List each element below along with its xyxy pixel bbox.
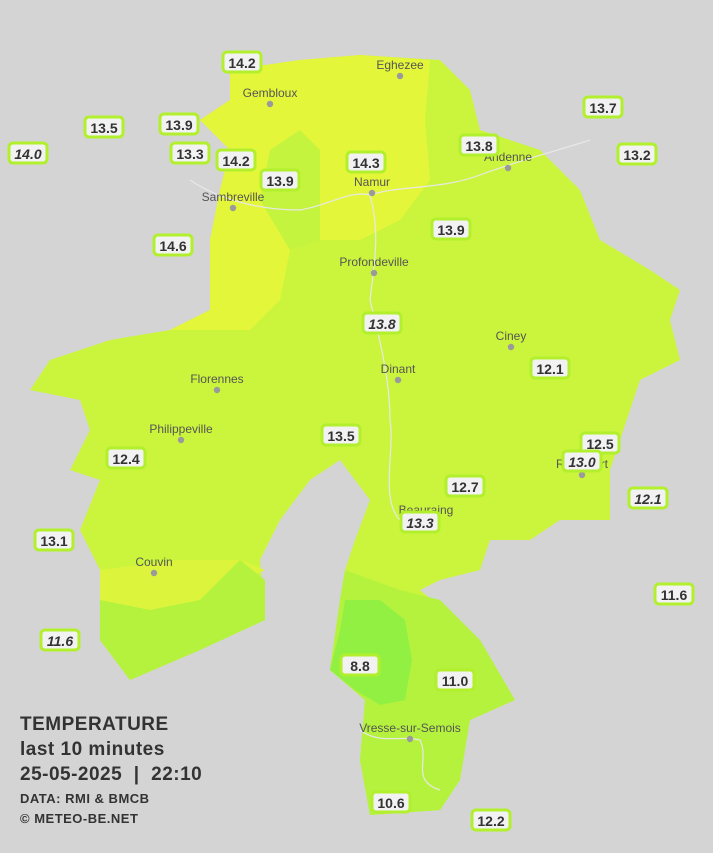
station-box bbox=[152, 233, 194, 257]
city-dot bbox=[213, 386, 221, 394]
city-dot bbox=[229, 204, 237, 212]
legend-copyright: © METEO-BE.NET bbox=[20, 811, 138, 826]
station-value: 11.6 bbox=[47, 633, 73, 649]
city-label: Florennes bbox=[190, 372, 243, 386]
city-label: Gembloux bbox=[243, 86, 298, 100]
city-label: Eghezee bbox=[376, 58, 424, 72]
cool-zone bbox=[100, 560, 265, 680]
station-box bbox=[105, 446, 147, 470]
station-value: 13.9 bbox=[266, 173, 293, 189]
station-box bbox=[444, 474, 486, 498]
station-box bbox=[458, 133, 500, 157]
station-box bbox=[39, 628, 81, 652]
station-value: 13.9 bbox=[165, 117, 192, 133]
station-box bbox=[399, 510, 441, 534]
city-label: Sambreville bbox=[202, 190, 265, 204]
station-value: 12.1 bbox=[536, 361, 563, 377]
river-sambre bbox=[369, 139, 591, 196]
station-value: 13.5 bbox=[327, 428, 354, 444]
city-label: Vresse-sur-Semois bbox=[359, 721, 461, 735]
legend-source: DATA: RMI & BMCB bbox=[20, 791, 150, 806]
station-value: 13.1 bbox=[40, 533, 67, 549]
station-value: 13.5 bbox=[90, 120, 117, 136]
station-value: 13.0 bbox=[568, 454, 595, 470]
station-value: 11.0 bbox=[442, 673, 469, 689]
station-value: 14.2 bbox=[222, 153, 249, 169]
legend-datetime: 25-05-2025 | 22:10 bbox=[20, 764, 202, 785]
city-dot bbox=[394, 376, 402, 384]
station-value: 11.6 bbox=[661, 587, 688, 603]
station-value: 8.8 bbox=[350, 658, 370, 674]
station-value: 12.5 bbox=[586, 436, 613, 452]
station-value: 14.6 bbox=[159, 238, 186, 254]
station-value: 14.2 bbox=[228, 55, 255, 71]
station-box bbox=[370, 790, 412, 814]
station-box bbox=[221, 50, 263, 74]
station-box bbox=[259, 168, 301, 192]
city-dot bbox=[507, 343, 515, 351]
city-dot bbox=[177, 436, 185, 444]
station-value: 13.3 bbox=[406, 515, 433, 531]
city-label: Profondeville bbox=[339, 255, 409, 269]
yellow-south-zone bbox=[100, 560, 265, 610]
station-value: 12.4 bbox=[112, 451, 139, 467]
station-value: 10.6 bbox=[377, 795, 404, 811]
station-value: 14.0 bbox=[14, 146, 41, 162]
city-dot bbox=[370, 269, 378, 277]
station-box bbox=[616, 142, 658, 166]
station-box bbox=[582, 95, 624, 119]
station-box bbox=[33, 528, 75, 552]
city-label: Dinant bbox=[381, 362, 416, 376]
station-value: 13.8 bbox=[465, 138, 492, 154]
city-label: Ciney bbox=[496, 329, 527, 343]
river-meuse bbox=[189, 179, 401, 521]
city-dot bbox=[578, 471, 586, 479]
station-value: 13.9 bbox=[437, 222, 464, 238]
station-value: 14.3 bbox=[352, 155, 379, 171]
station-box bbox=[653, 582, 695, 606]
station-value: 13.2 bbox=[623, 147, 650, 163]
station-box bbox=[7, 141, 49, 165]
city-dot bbox=[368, 189, 376, 197]
station-box bbox=[320, 423, 362, 447]
station-value: 12.1 bbox=[634, 491, 661, 507]
station-box bbox=[430, 217, 472, 241]
city-dot bbox=[150, 569, 158, 577]
station-box bbox=[361, 311, 403, 335]
city-dot bbox=[266, 100, 274, 108]
city-label: Couvin bbox=[135, 555, 172, 569]
city-dot bbox=[504, 164, 512, 172]
legend-period: last 10 minutes bbox=[20, 739, 165, 760]
station-box bbox=[169, 141, 211, 165]
city-dot bbox=[396, 72, 404, 80]
station-value: 13.8 bbox=[368, 316, 395, 332]
city-label: Namur bbox=[354, 175, 390, 189]
cold-zone bbox=[330, 600, 412, 705]
station-value: 12.2 bbox=[477, 813, 504, 829]
legend: TEMPERATURE last 10 minutes 25-05-2025 |… bbox=[20, 714, 202, 826]
station-box bbox=[158, 112, 200, 136]
warm-zone bbox=[170, 55, 430, 330]
station-box bbox=[529, 356, 571, 380]
city-label: Philippeville bbox=[149, 422, 213, 436]
station-box bbox=[434, 668, 476, 692]
city-dot bbox=[406, 735, 414, 743]
station-box bbox=[561, 449, 603, 473]
station-box bbox=[627, 486, 669, 510]
station-value: 13.7 bbox=[589, 100, 616, 116]
station-box bbox=[339, 653, 381, 677]
station-box bbox=[83, 115, 125, 139]
river-semois bbox=[359, 729, 441, 791]
station-box bbox=[345, 150, 387, 174]
station-box bbox=[470, 808, 512, 832]
stations: 14.2 13.5 14.0 13.9 13.3 14.2 13.9 14.3 13.8 13.7… bbox=[7, 50, 695, 832]
legend-title: TEMPERATURE bbox=[20, 714, 169, 735]
station-value: 13.3 bbox=[176, 146, 203, 162]
station-box bbox=[215, 148, 257, 172]
station-value: 12.7 bbox=[451, 479, 478, 495]
